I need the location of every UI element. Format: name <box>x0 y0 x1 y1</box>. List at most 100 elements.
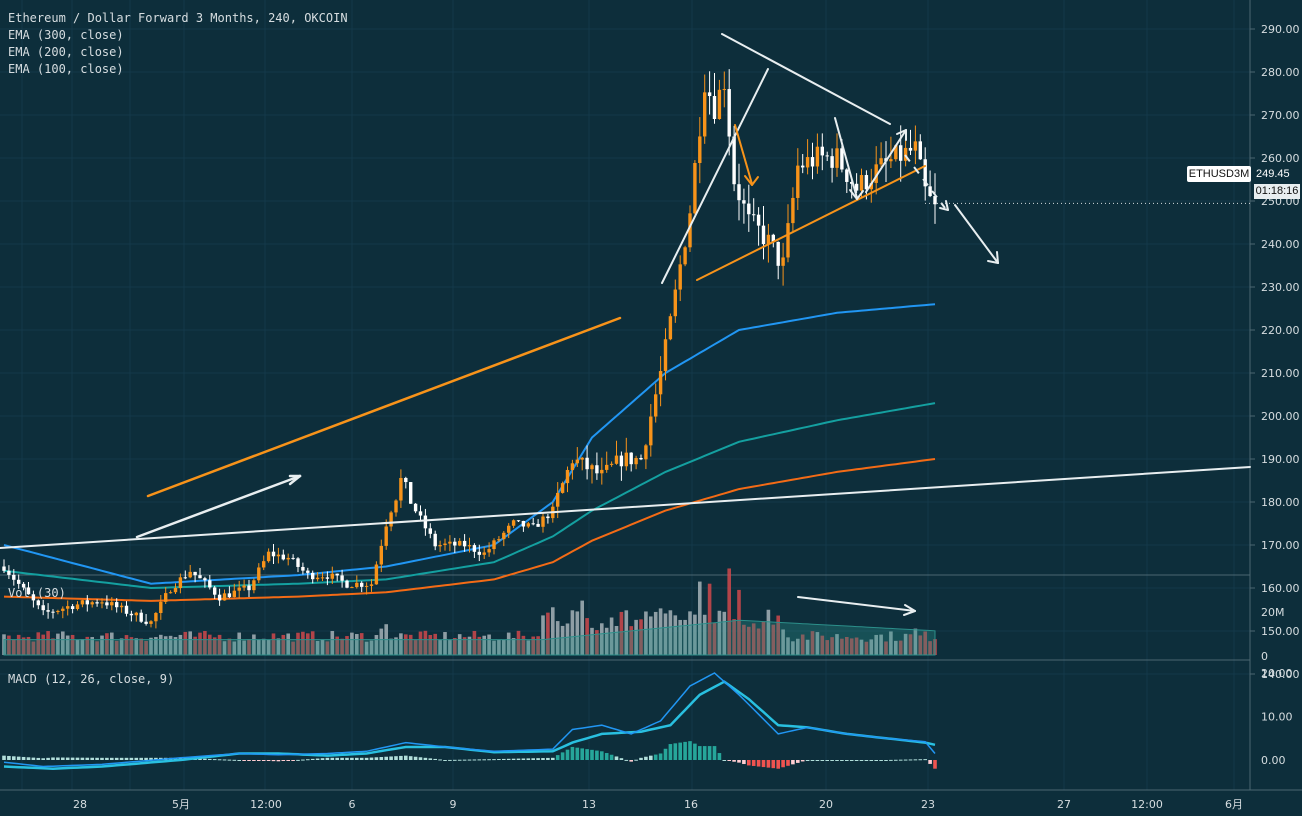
volume-bar <box>502 639 506 655</box>
price-tick-label: 150.00 <box>1261 625 1300 638</box>
volume-bar <box>487 634 491 655</box>
candle-body <box>159 601 163 614</box>
volume-bar <box>114 640 119 655</box>
candle-body <box>717 89 722 120</box>
macd-histogram-bar <box>276 760 281 762</box>
price-tick-label: 180.00 <box>1261 496 1300 509</box>
candle-body <box>874 164 878 183</box>
candle-body <box>340 575 344 581</box>
volume-bar <box>742 624 746 655</box>
volume-bar <box>16 634 21 655</box>
candle-body <box>776 241 780 266</box>
macd-histogram-bar <box>227 759 232 761</box>
candle-body <box>845 169 849 182</box>
volume-bar <box>889 631 893 655</box>
macd-histogram-bar <box>467 759 472 761</box>
candles[interactable] <box>2 69 937 629</box>
volume-bar <box>551 607 555 655</box>
price-tick-label: 240.00 <box>1261 238 1300 251</box>
candle-body <box>31 594 36 601</box>
candle-body <box>433 533 437 547</box>
candle-body <box>703 92 707 137</box>
candle-body <box>693 162 697 214</box>
candle-body <box>654 394 658 417</box>
macd-histogram-bar <box>482 759 486 761</box>
time-tick-label: 16 <box>684 798 698 811</box>
candle-body <box>933 196 937 205</box>
macd-histogram-bar <box>408 756 413 760</box>
candle-body <box>315 577 320 580</box>
macd-histogram-bar <box>301 759 305 761</box>
candle-body <box>918 141 922 160</box>
candle-body <box>840 148 844 170</box>
volume-bar <box>874 634 878 655</box>
macd-histogram-bar <box>222 759 227 761</box>
macd-histogram-bar <box>639 757 643 760</box>
volume-bar <box>781 629 785 655</box>
candle-body <box>786 223 790 258</box>
time-axis[interactable]: 28 5月 12:00 6 9 13 16 20 23 27 12:00 6月 <box>73 798 1243 811</box>
volume-bar <box>727 568 731 655</box>
candle-body <box>678 264 682 290</box>
candle-body <box>188 571 192 578</box>
volume-bar <box>394 637 398 655</box>
macd-histogram-bar <box>399 755 403 760</box>
price-tick-label: 270.00 <box>1261 109 1300 122</box>
volume-legend[interactable]: Vol (30) <box>8 586 66 600</box>
macd-histogram-bar <box>198 758 202 760</box>
volume-bar <box>374 635 379 655</box>
symbol-title[interactable]: Ethereum / Dollar Forward 3 Months, 240,… <box>8 11 348 25</box>
macd-legend[interactable]: MACD (12, 26, close, 9) <box>8 672 175 686</box>
volume-bar <box>227 638 232 655</box>
ema300-legend[interactable]: EMA (300, close) <box>8 28 124 42</box>
volume-bar <box>168 635 173 655</box>
candle-body <box>507 525 511 533</box>
macd-histogram-bar <box>350 757 354 760</box>
time-tick-label: 12:00 <box>250 798 282 811</box>
price-tick-label: 230.00 <box>1261 281 1300 294</box>
volume-bar <box>7 635 11 655</box>
macd-histogram-bar <box>928 760 932 764</box>
volume-bar <box>320 639 325 655</box>
macd-pane[interactable] <box>2 672 937 770</box>
volume-bar <box>761 621 766 655</box>
candle-body <box>374 564 379 585</box>
volume-bar <box>604 627 609 655</box>
candle-body <box>590 465 594 470</box>
candle-body <box>825 155 829 157</box>
volume-bar <box>12 639 16 655</box>
candle-body <box>502 532 506 540</box>
candle-body <box>409 482 413 504</box>
steep-trendline <box>661 68 769 284</box>
volume-bar <box>698 581 702 655</box>
candle-body <box>66 606 70 609</box>
volume-bar <box>21 637 26 655</box>
volume-bar <box>306 633 310 655</box>
volume-bar <box>247 639 251 655</box>
candle-body <box>458 540 462 546</box>
volume-bar <box>845 636 849 655</box>
volume-bar <box>252 634 256 655</box>
volume-bar <box>335 636 339 655</box>
macd-histogram-bar <box>315 758 320 760</box>
projection-arrow-head <box>987 260 999 264</box>
drawings[interactable] <box>0 33 1251 616</box>
volume-bar <box>193 636 197 655</box>
volume-tick-label: 20M <box>1261 606 1285 619</box>
volume-bar <box>609 617 614 655</box>
macd-histogram-bar <box>394 756 398 760</box>
volume-bar <box>884 641 888 655</box>
volume-pane[interactable] <box>2 568 937 656</box>
candle-body <box>511 520 516 526</box>
macd-histogram-bar <box>31 757 36 760</box>
ema200-legend[interactable]: EMA (200, close) <box>8 45 124 59</box>
price-axis[interactable]: 290.00280.00270.00260.00250.00240.00230.… <box>1250 23 1300 767</box>
volume-bar <box>438 640 442 655</box>
candle-body <box>75 604 80 609</box>
macd-histogram-bar <box>766 760 771 768</box>
macd-histogram-bar <box>614 756 619 760</box>
candle-body <box>722 89 726 91</box>
candle-body <box>668 316 673 340</box>
ema100-legend[interactable]: EMA (100, close) <box>8 62 124 76</box>
